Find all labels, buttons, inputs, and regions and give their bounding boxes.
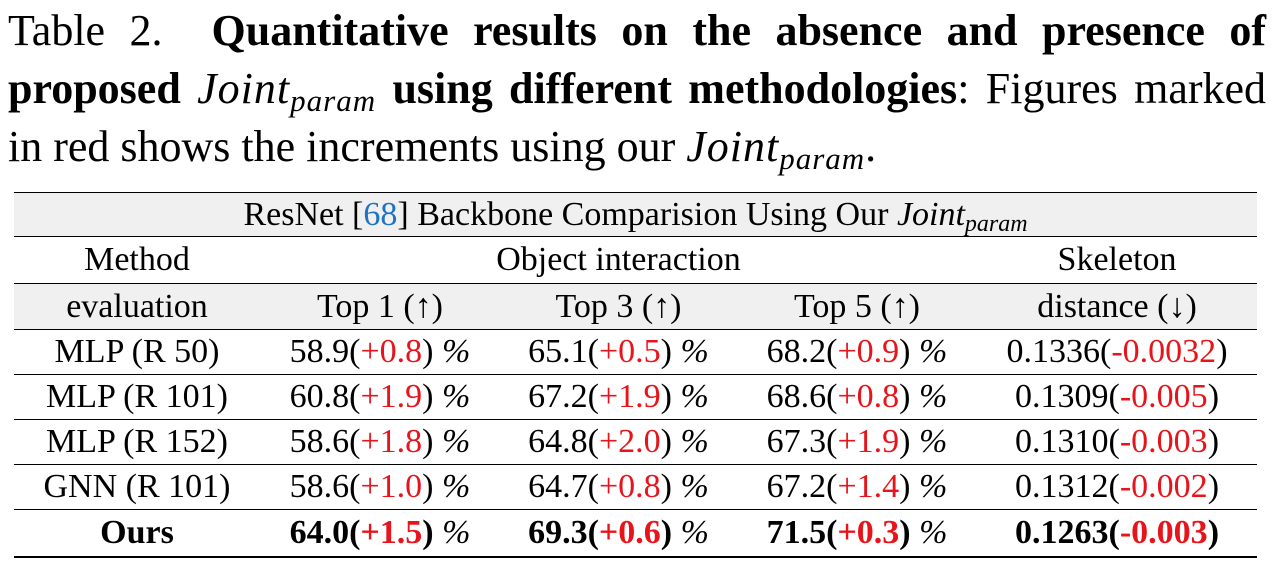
top3-cell: 65.1(+0.5) % <box>500 329 737 375</box>
top1-cell: 60.8(+1.9) % <box>260 374 500 420</box>
citation-link[interactable]: 68 <box>363 195 398 233</box>
top3-cell: 67.2(+1.9) % <box>500 374 737 420</box>
header-top3: Top 3 (↑) <box>500 283 737 330</box>
caption-rest-text: Figures marked in red shows the incremen… <box>8 64 1267 171</box>
header-top1: Top 1 (↑) <box>260 283 500 330</box>
skeleton-cell: 0.1309(-0.005) <box>977 374 1258 420</box>
header-distance: distance (↓) <box>977 283 1258 330</box>
top5-cell: 68.6(+0.8) % <box>737 374 977 420</box>
top1-cell: 58.9(+0.8) % <box>260 329 500 375</box>
table-row: MLP (R 152) 58.6(+1.8) % 64.8(+2.0) % 67… <box>14 419 1258 465</box>
caption-period: . <box>865 122 877 171</box>
header-row-1: Method Object interaction Skeleton <box>14 237 1257 284</box>
table-row: GNN (R 101) 58.6(+1.0) % 64.7(+0.8) % 67… <box>14 464 1258 510</box>
results-table: ResNet [68] Backbone Comparision Using O… <box>14 192 1258 558</box>
top1-cell: 58.6(+1.8) % <box>260 419 500 465</box>
top5-cell: 71.5(+0.3) % <box>737 509 977 558</box>
method-cell: GNN (R 101) <box>14 464 260 510</box>
top5-cell: 67.3(+1.9) % <box>737 419 977 465</box>
skeleton-cell: 0.1310(-0.003) <box>977 419 1258 465</box>
header-method: Method <box>84 241 190 278</box>
method-cell: MLP (R 152) <box>14 419 260 465</box>
table-row: MLP (R 101) 60.8(+1.9) % 67.2(+1.9) % 68… <box>14 374 1258 420</box>
top3-cell: 64.8(+2.0) % <box>500 419 737 465</box>
caption-math-joint-2: Jointparam <box>686 122 866 176</box>
method-cell: MLP (R 50) <box>14 329 260 375</box>
header-evaluation: evaluation <box>14 283 260 330</box>
caption-label: Table 2. <box>8 6 163 55</box>
skeleton-cell: 0.1263(-0.003) <box>977 509 1258 558</box>
table-title-row: ResNet [68] Backbone Comparision Using O… <box>14 192 1258 237</box>
table-row-ours: Ours 64.0(+1.5) % 69.3(+0.6) % 71.5(+0.3… <box>14 509 1258 558</box>
caption-colon: : <box>957 64 970 113</box>
skeleton-cell: 0.1312(-0.002) <box>977 464 1258 510</box>
caption-bold-text-2: using different methodologies <box>392 64 958 113</box>
top1-cell: 58.6(+1.0) % <box>260 464 500 510</box>
top3-cell: 64.7(+0.8) % <box>500 464 737 510</box>
header-row-2: evaluation Top 1 (↑) Top 3 (↑) Top 5 (↑)… <box>14 283 1258 330</box>
top5-cell: 68.2(+0.9) % <box>737 329 977 375</box>
table-caption: Table 2. Quantitative results on the abs… <box>8 2 1266 176</box>
method-cell: MLP (R 101) <box>14 374 260 420</box>
header-skeleton: Skeleton <box>1057 241 1177 278</box>
table-title: ResNet [68] Backbone Comparision Using O… <box>14 192 1258 237</box>
title-math-joint: Jointparam <box>896 195 1028 237</box>
top1-cell: 64.0(+1.5) % <box>260 509 500 558</box>
table-row: MLP (R 50) 58.9(+0.8) % 65.1(+0.5) % 68.… <box>14 329 1258 375</box>
header-object-interaction: Object interaction <box>496 241 741 278</box>
skeleton-cell: 0.1336(-0.0032) <box>977 329 1258 375</box>
caption-bold-text-1: Quantitative results on the absence and … <box>8 6 1267 113</box>
caption-math-joint-1: Jointparam <box>197 64 377 118</box>
method-cell: Ours <box>14 509 260 558</box>
top3-cell: 69.3(+0.6) % <box>500 509 737 558</box>
header-top5: Top 5 (↑) <box>737 283 977 330</box>
top5-cell: 67.2(+1.4) % <box>737 464 977 510</box>
